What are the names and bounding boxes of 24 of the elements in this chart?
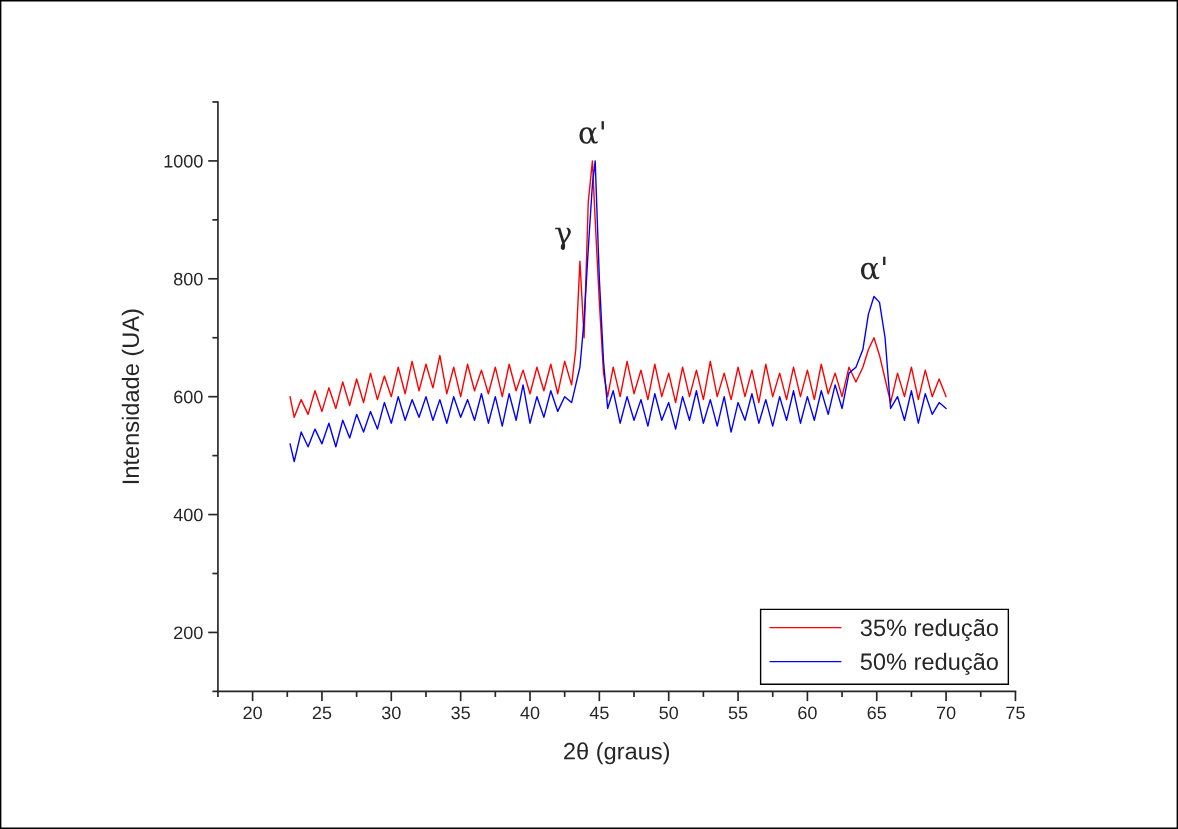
y-axis-title: Intensidade (UA): [121, 309, 144, 484]
x-tick-label: 40: [520, 706, 540, 720]
x-tick-label: 50: [659, 706, 679, 720]
legend-label: 50% redução: [860, 652, 998, 675]
x-tick-label: 75: [1006, 706, 1025, 720]
annotation: α': [860, 256, 886, 280]
annotation: γ: [555, 227, 571, 250]
y-tick-label: 400: [173, 508, 203, 522]
x-tick-label: 25: [312, 706, 332, 720]
x-tick-label: 60: [798, 706, 817, 720]
x-axis-title: 2θ (graus): [564, 742, 670, 765]
y-tick-label: 200: [174, 626, 203, 640]
x-tick-label: 35: [451, 706, 470, 720]
x-tick-label: 70: [936, 706, 956, 720]
x-tick-label: 45: [589, 706, 609, 720]
x-tick-label: 55: [728, 706, 748, 720]
y-tick-label: 600: [174, 390, 203, 404]
legend-label: 35% redução: [860, 618, 998, 641]
annotation: α': [579, 121, 604, 144]
y-tick-label: 1000: [164, 154, 203, 168]
y-tick-label: 800: [174, 272, 203, 286]
x-tick-label: 20: [243, 706, 262, 720]
x-tick-label: 65: [867, 706, 887, 720]
x-tick-label: 30: [381, 706, 401, 720]
